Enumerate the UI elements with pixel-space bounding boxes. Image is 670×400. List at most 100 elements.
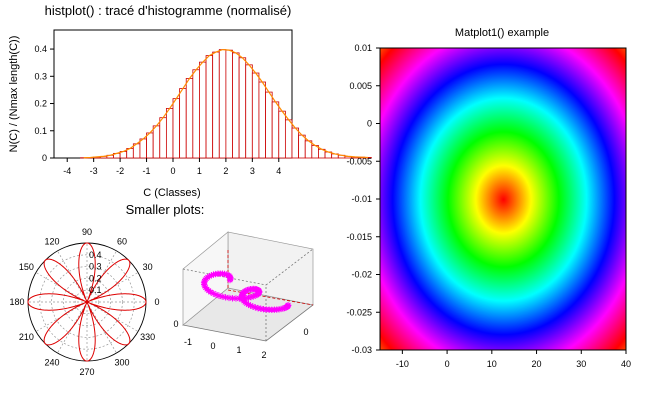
polar-angle-label: 300 <box>114 358 129 368</box>
matplot-title: Matplot1() example <box>455 27 549 39</box>
histogram-y-tick-label: 0.2 <box>34 99 47 109</box>
matplot-chart: Matplot1() example -10 0 10 20 30 40 0.01 0.00… <box>346 27 631 369</box>
polar-grid-circle <box>39 254 135 350</box>
histogram-bar <box>159 117 167 159</box>
param3d-marker <box>250 293 257 300</box>
smaller-plots-title: Smaller plots: <box>126 202 205 217</box>
param3d-marker <box>210 271 217 278</box>
histogram-bar <box>185 78 194 159</box>
param3d-marker <box>244 286 251 294</box>
histogram-bar <box>146 132 154 159</box>
polar-radial-label: 0.2 <box>89 273 102 283</box>
histogram-x-tick-label: 2 <box>223 166 228 176</box>
param3d-ticks: -1 0 1 2 0 0 <box>173 319 308 360</box>
histogram-bar <box>179 88 187 159</box>
histogram-bar <box>192 69 200 159</box>
matplot-y-ticks: 0.01 0.005 0 -0.005 -0.01 -0.015 -0.02 -0.025 -0… <box>346 43 380 355</box>
matplot-y-tick-label: -0.025 <box>346 307 372 317</box>
polar-grid-circle <box>51 266 123 338</box>
histogram-bar <box>304 140 313 159</box>
polar-grid-circle <box>74 289 100 315</box>
param3d-marker <box>218 293 226 300</box>
polar-angle-label: 330 <box>140 332 155 342</box>
histogram-x-tick-label: 4 <box>276 166 281 176</box>
param3d-marker <box>215 292 223 299</box>
param3d-marker <box>281 304 288 312</box>
param3d-marker <box>212 270 219 278</box>
histogram-bar <box>271 101 280 159</box>
matplot-x-tick-label: 20 <box>532 359 542 369</box>
param3d-marker <box>207 288 214 296</box>
matplot-image <box>380 48 626 350</box>
param3d-marker <box>284 301 292 309</box>
histogram-bar <box>265 91 273 159</box>
param3d-marker <box>245 301 252 308</box>
histogram-bar <box>251 72 260 159</box>
param3d-marker <box>224 271 232 279</box>
param3d-x-tick-label: -1 <box>184 337 192 347</box>
polar-angle-label: 0 <box>154 297 159 307</box>
matplot-y-tick-label: 0.005 <box>349 81 372 91</box>
polar-radial-labels: 0.1 0.20.3 0.4 <box>89 250 102 295</box>
param3d-z-tick-label: 0 <box>173 319 178 329</box>
histogram-bar <box>225 49 233 159</box>
histogram-bar <box>139 138 147 159</box>
histogram-y-tick-label: 0.4 <box>34 44 47 54</box>
histogram-bar <box>298 134 306 159</box>
histogram-x-tick-label: -3 <box>90 166 98 176</box>
param3d-marker <box>208 272 215 279</box>
histogram-bar <box>284 119 293 159</box>
histogram-y-tick-label: 0.1 <box>34 126 47 136</box>
matplot-x-tick-label: 30 <box>576 359 586 369</box>
polar-angle-label: 180 <box>9 297 24 307</box>
polar-angle-label: 210 <box>19 332 34 342</box>
param3d-x-tick-label: 1 <box>236 345 241 355</box>
matplot-x-tick-label: 0 <box>445 359 450 369</box>
param3d-box-edge <box>227 289 314 306</box>
polar-radial-label: 0.1 <box>89 285 102 295</box>
param3d-chart: -1 0 1 2 0 0 <box>173 231 314 360</box>
matplot-x-tick-label: 10 <box>487 359 497 369</box>
histogram-y-tick-label: 0.3 <box>34 71 47 81</box>
param3d-marker <box>245 286 253 293</box>
polar-angle-label: 240 <box>44 358 59 368</box>
histogram-bar <box>205 55 214 159</box>
polar-angle-label: 120 <box>44 236 59 246</box>
histogram-x-tick-label: -4 <box>63 166 71 176</box>
polar-rose-curve <box>27 242 147 362</box>
polar-angle-label: 60 <box>117 236 127 246</box>
param3d-marker <box>232 295 240 302</box>
param3d-marker <box>247 293 255 301</box>
param3d-marker <box>245 294 252 301</box>
polar-radial-label: 0.4 <box>89 250 102 260</box>
matplot-x-ticks: -10 0 10 20 30 40 <box>396 350 631 369</box>
matplot-y-tick-label: 0 <box>367 119 372 129</box>
polar-angle-label: 90 <box>82 227 92 237</box>
histogram-density-curve <box>83 49 369 159</box>
param3d-x-tick-label: 0 <box>210 341 215 351</box>
param3d-marker <box>222 294 229 301</box>
param3d-y-tick-label: 0 <box>303 327 308 337</box>
matplot-y-tick-label: -0.02 <box>351 270 372 280</box>
histogram-bar <box>199 61 207 159</box>
param3d-marker <box>247 302 254 309</box>
param3d-marker <box>225 294 233 302</box>
polar-angle-label: 30 <box>143 262 153 272</box>
histogram-bar <box>152 125 161 159</box>
histogram-x-ticks: -4 -3 -2 -1 0 1 2 3 4 <box>63 158 281 176</box>
histogram-x-tick-label: -1 <box>143 166 151 176</box>
matplot-y-tick-label: -0.03 <box>351 345 372 355</box>
matplot-x-tick-label: -10 <box>396 359 409 369</box>
matplot-x-tick-label: 40 <box>621 359 631 369</box>
histogram-bar <box>232 52 240 159</box>
histogram-bar <box>218 49 227 159</box>
histogram-x-tick-label: 3 <box>250 166 255 176</box>
matplot-y-tick-label: -0.005 <box>346 156 372 166</box>
histogram-bar <box>245 64 253 159</box>
histogram-bar <box>212 51 220 159</box>
histogram-x-label: C (Classes) <box>143 187 200 199</box>
matplot-y-tick-label: 0.01 <box>354 43 372 53</box>
param3d-marker <box>212 291 220 298</box>
